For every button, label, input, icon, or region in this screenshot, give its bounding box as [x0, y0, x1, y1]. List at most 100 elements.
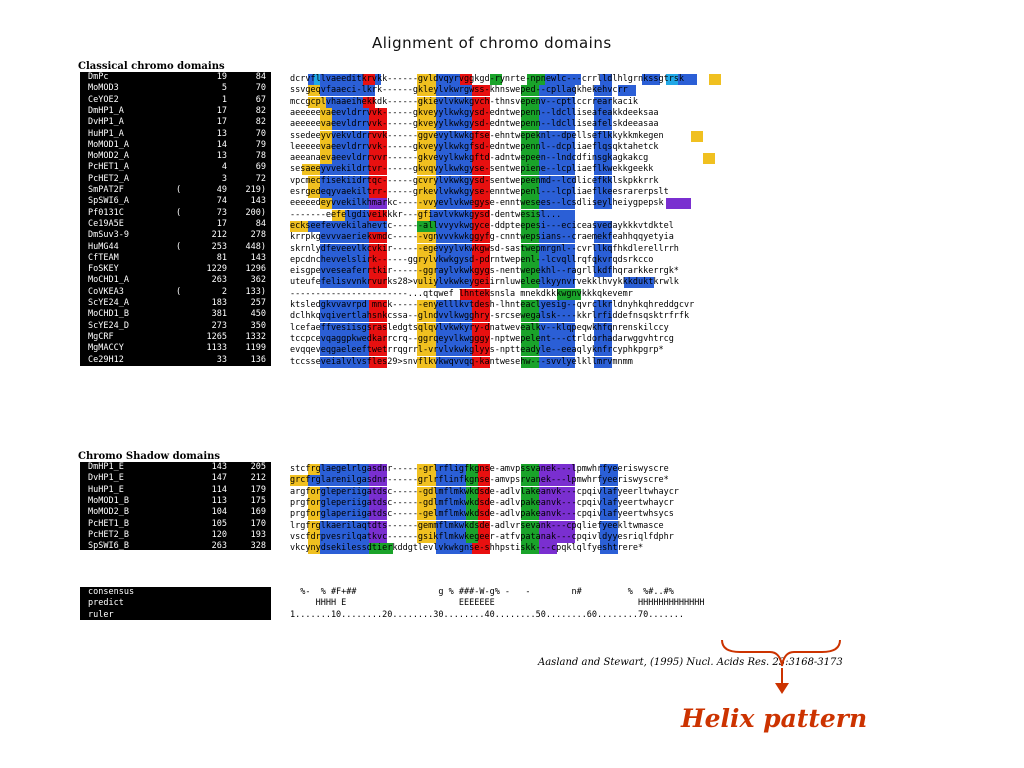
residue-highlight-red	[472, 96, 491, 108]
label-row: MoMOD1_A 14 79	[80, 140, 271, 151]
residue-highlight-blue	[435, 254, 473, 266]
range-end: 350	[250, 320, 266, 331]
sequence-name: HuHP1_A	[88, 128, 124, 139]
residue-highlight-blue	[593, 311, 612, 323]
residue-highlight-blue	[599, 464, 618, 475]
residue-highlight-blue	[435, 107, 473, 119]
range-start: 114	[211, 484, 227, 495]
residue-highlight-yellow	[417, 475, 436, 487]
residue-highlight-blue	[320, 322, 369, 334]
residue-highlight-blue	[538, 333, 576, 345]
residue-highlight-yellow	[417, 175, 436, 187]
sequence-text: stcfrglaegelrlgasdnr------grlrfligfkgnse…	[290, 464, 669, 474]
label-row: MgMACCY 1133 1199	[80, 343, 271, 354]
label-row: MoCHD1_B 381 450	[80, 309, 271, 320]
range-end: 179	[250, 484, 266, 495]
residue-highlight-red	[472, 277, 491, 289]
residue-highlight-blue	[435, 198, 473, 210]
residue-highlight-blue	[538, 141, 576, 153]
section-classical: Classical chromo domains	[78, 61, 225, 72]
residue-highlight-blue	[362, 85, 375, 97]
residue-highlight-blue	[435, 543, 473, 555]
sequence-name: SpSWI6_B	[88, 541, 129, 552]
range-start: 263	[211, 275, 227, 286]
label-row: MgCRF 1265 1332	[80, 332, 271, 343]
residue-highlight-green	[520, 300, 539, 311]
range-start: 273	[211, 320, 227, 331]
residue-highlight-blue	[435, 119, 473, 131]
range-end: 72	[255, 173, 266, 184]
label-row: DmSuv3-9 212 278	[80, 230, 271, 241]
residue-highlight-green	[520, 475, 539, 487]
residue-highlight-red	[368, 243, 388, 255]
residue-highlight-green	[520, 254, 539, 266]
residue-highlight-red	[368, 141, 388, 153]
label-panel-classical: DmPc 19 84 MoMOD3 5 70 CeYOE2 1 67 DmHP1_A 17 82 DvH…	[80, 72, 271, 366]
label-row: DvHP1_A 17 82	[80, 117, 271, 128]
residue-highlight-yellow	[417, 119, 436, 131]
sequence-text: mccgcplvhaaeihekkdk------gkievlvkwkgvch-…	[290, 96, 638, 107]
label-row: consensus	[80, 587, 271, 598]
residue-highlight-blue	[435, 497, 467, 509]
residue-highlight-blue	[538, 164, 576, 176]
sequence-name: PcHET1_A	[88, 162, 129, 173]
residue-highlight-purple	[368, 198, 388, 210]
residue-highlight-blue	[435, 300, 473, 311]
residue-highlight-red	[472, 345, 491, 357]
residue-highlight-blue	[538, 96, 576, 108]
residue-highlight-purple	[368, 486, 388, 498]
residue-highlight-yellow	[690, 130, 703, 142]
sequence-text: esrgedeqyvaekiltrr------grkevlvkwkgyse-e…	[290, 187, 669, 197]
range-start: 17	[216, 117, 227, 128]
residue-highlight-blue	[435, 153, 473, 165]
residue-highlight-blue	[538, 209, 576, 221]
residue-highlight-blue	[435, 266, 473, 278]
residue-highlight-green	[520, 175, 539, 187]
residue-highlight-red	[472, 107, 491, 119]
residue-highlight-green	[520, 232, 539, 244]
range-start: 212	[211, 230, 227, 241]
residue-highlight-yellow	[308, 175, 321, 187]
residue-highlight-green	[520, 130, 539, 142]
residue-highlight-blue	[538, 130, 576, 142]
residue-highlight-blue	[320, 243, 369, 255]
residue-highlight-blue	[429, 209, 473, 221]
range-end: 1296	[245, 264, 266, 275]
residue-highlight-red	[478, 509, 491, 521]
residue-highlight-blue	[320, 333, 369, 345]
label-row: PcHET1_B 105 170	[80, 519, 271, 530]
helix-arrow-head	[775, 683, 789, 694]
residue-highlight-blue	[538, 187, 576, 198]
residue-highlight-blue	[308, 475, 369, 487]
range-end: 219)	[245, 185, 266, 195]
sequence-text: lcefaeffvesiisgsrasledgtsqlqvlvkwkyry-dn…	[290, 322, 669, 333]
sequence-name: MoMOD2_A	[88, 151, 129, 162]
residue-highlight-blue	[435, 311, 473, 323]
residue-highlight-red	[368, 187, 388, 198]
range-end: 143	[250, 196, 266, 207]
residue-highlight-blue	[593, 85, 612, 97]
residue-highlight-blue	[593, 254, 612, 266]
residue-highlight-blue	[435, 85, 473, 97]
residue-highlight-red	[362, 96, 375, 108]
residue-highlight-purple	[368, 464, 388, 475]
residue-highlight-blue	[320, 164, 369, 176]
residue-highlight-blue	[593, 243, 612, 255]
residue-highlight-purple	[368, 531, 388, 543]
residue-highlight-blue	[435, 74, 460, 85]
residue-highlight-red	[368, 175, 388, 187]
sequence-name: PcHET2_B	[88, 529, 129, 540]
range-end: 1199	[245, 343, 266, 354]
sequence-name: consensus	[88, 587, 135, 597]
residue-highlight-red	[472, 187, 491, 198]
residue-highlight-blue	[593, 141, 612, 153]
residue-highlight-red	[362, 74, 375, 85]
residue-highlight-yellow	[290, 220, 309, 232]
sequence-text: epcdnchevvelslirk------ggrylvkwkgysd-pdr…	[290, 254, 654, 265]
residue-highlight-red	[472, 220, 491, 232]
residue-highlight-yellow	[417, 164, 436, 176]
residue-highlight-blue	[320, 531, 369, 543]
sequence-text: tccpcevqaggpkwedkarrcrq--ggrqeyvlkwgggy-…	[290, 333, 674, 344]
residue-highlight-blue	[538, 232, 576, 244]
